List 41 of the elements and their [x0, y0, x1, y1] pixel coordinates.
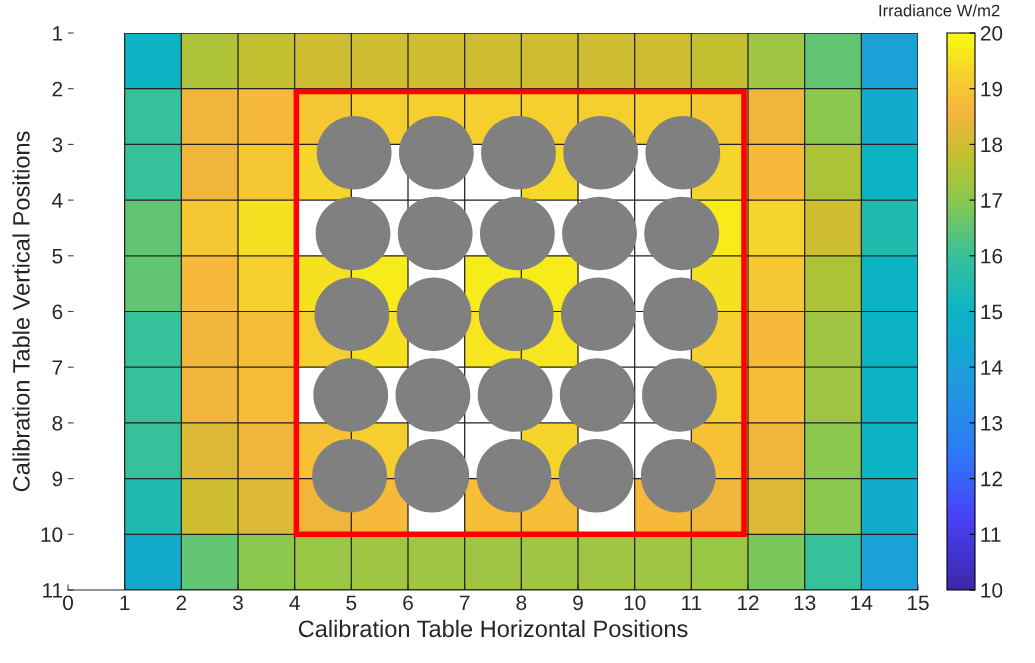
x-tick-label: 4	[289, 595, 300, 610]
x-tick-label: 1	[120, 595, 130, 610]
x-tick-label: 10	[624, 595, 646, 611]
color-bar-label: 18	[981, 137, 1003, 153]
y-tick-label: 2	[52, 81, 63, 97]
x-tick-label: 8	[516, 595, 527, 611]
y-tick-label: 6	[52, 304, 63, 320]
y-tick-label: 7	[52, 360, 63, 375]
y-tick-label: 4	[52, 193, 63, 208]
x-tick-label: 13	[794, 595, 816, 611]
x-tick-label: 9	[573, 595, 583, 611]
color-bar-label: 14	[981, 360, 1003, 375]
y-tick-label: 8	[52, 415, 63, 431]
color-bar-label: 19	[981, 81, 1003, 97]
x-axis-title: Calibration Table Horizontal Positions	[298, 619, 688, 638]
y-tick-label: 5	[52, 249, 63, 264]
x-tick-label: 0	[63, 595, 73, 611]
color-bar-label: 15	[981, 304, 1003, 320]
color-bar-label: 12	[981, 471, 1002, 487]
y-tick-label: 9	[52, 471, 63, 487]
color-bar-label: 10	[981, 583, 1003, 598]
x-tick-label: 3	[233, 595, 243, 611]
color-bar-title: Irradiance W/m2	[879, 4, 1000, 17]
x-tick-label: 2	[176, 595, 187, 610]
x-tick-label: 7	[459, 595, 470, 610]
x-tick-label: 6	[403, 595, 413, 611]
color-bar-label: 11	[981, 527, 1001, 542]
color-bar-label: 16	[981, 248, 1003, 264]
x-tick-label: 15	[908, 595, 929, 611]
color-bar-label: 13	[981, 415, 1003, 431]
y-tick-label: 11	[43, 583, 63, 598]
x-tick-label: 14	[851, 595, 873, 610]
y-axis-title: Calibration Table Vertical Positions	[12, 131, 30, 492]
y-tick-label: 1	[53, 26, 63, 41]
y-tick-label: 3	[52, 137, 63, 153]
x-tick-label: 5	[346, 595, 357, 611]
x-tick-label: 12	[738, 595, 759, 610]
color-bar-label: 17	[981, 193, 1002, 208]
x-tick-label: 11	[682, 595, 702, 610]
color-bar-label: 20	[980, 26, 1003, 41]
y-tick-label: 10	[41, 527, 63, 543]
